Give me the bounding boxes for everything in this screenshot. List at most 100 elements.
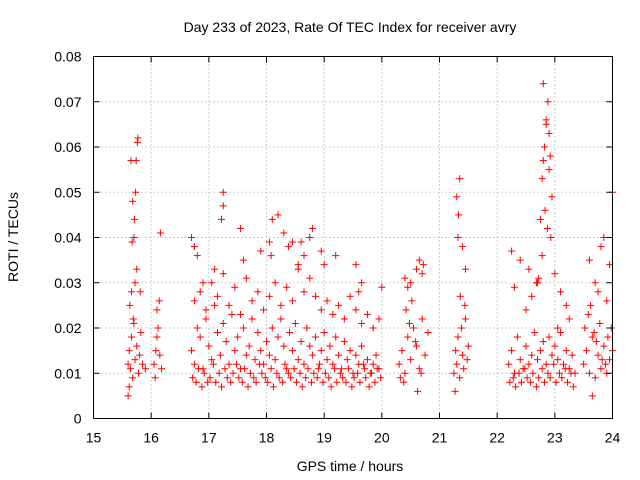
data-point — [274, 211, 282, 219]
data-point — [326, 342, 334, 350]
data-point — [188, 234, 196, 241]
data-point — [455, 211, 463, 219]
data-point — [294, 356, 302, 364]
data-point — [551, 342, 559, 350]
data-point — [597, 243, 605, 251]
data-point — [350, 374, 358, 382]
data-point — [155, 297, 163, 305]
data-point — [129, 197, 137, 205]
data-point — [242, 351, 250, 359]
data-point — [279, 378, 287, 386]
data-point — [244, 383, 252, 391]
data-point — [280, 229, 288, 237]
data-point — [200, 369, 208, 377]
data-point — [542, 116, 550, 124]
data-point — [461, 265, 469, 273]
data-point — [531, 329, 539, 337]
data-point — [600, 234, 608, 241]
data-point — [358, 342, 366, 350]
data-point — [516, 356, 524, 364]
data-point — [581, 324, 589, 332]
data-point — [591, 374, 599, 382]
data-point — [152, 347, 160, 355]
data-point — [510, 283, 518, 291]
data-point — [587, 301, 595, 309]
data-point — [606, 261, 614, 269]
data-point — [539, 157, 547, 165]
data-point — [134, 134, 142, 142]
data-point — [233, 360, 241, 368]
data-point — [348, 383, 356, 391]
plot-frame — [93, 56, 613, 419]
data-point — [525, 265, 533, 273]
data-point — [421, 351, 429, 359]
data-point — [594, 351, 602, 359]
data-point — [267, 365, 275, 373]
data-point — [596, 319, 604, 327]
data-point — [218, 383, 226, 391]
x-axis-label: GPS time / hours — [297, 458, 404, 474]
data-point — [205, 342, 213, 350]
data-point — [552, 378, 560, 386]
data-point — [412, 265, 420, 273]
data-point — [225, 360, 233, 368]
data-point — [588, 333, 596, 341]
data-point — [127, 157, 135, 165]
data-point — [284, 243, 292, 251]
data-point — [313, 374, 321, 382]
data-point — [302, 374, 310, 382]
data-point — [545, 129, 553, 137]
y-axis-label: ROTI / TECUs — [5, 192, 21, 282]
data-point — [522, 342, 530, 350]
data-point — [378, 283, 386, 291]
data-point — [522, 306, 530, 314]
data-point — [265, 238, 273, 246]
data-point — [532, 383, 540, 391]
data-point — [128, 238, 136, 246]
data-point — [358, 319, 366, 327]
data-point — [339, 374, 347, 382]
data-point — [257, 347, 265, 355]
data-point — [317, 306, 325, 314]
data-point — [296, 369, 304, 377]
x-tick-labels: 15 16 17 18 19 20 21 22 23 24 — [86, 430, 621, 446]
data-point — [320, 329, 328, 337]
data-point — [603, 297, 611, 305]
data-point — [517, 378, 525, 386]
data-point — [269, 383, 277, 391]
data-point — [543, 224, 551, 232]
data-point — [283, 283, 291, 291]
data-point — [464, 342, 472, 350]
data-point — [126, 301, 134, 309]
data-point — [309, 224, 317, 232]
data-point — [213, 329, 221, 337]
data-point — [267, 252, 275, 260]
data-point — [546, 374, 554, 382]
data-point — [352, 306, 360, 314]
data-point — [332, 333, 340, 341]
data-point — [133, 342, 141, 350]
data-point — [513, 333, 521, 341]
data-point — [124, 392, 132, 400]
data-point — [219, 319, 227, 327]
data-point — [137, 329, 145, 337]
data-point — [346, 347, 354, 355]
data-point — [508, 347, 516, 355]
data-point — [525, 360, 533, 368]
data-point — [153, 333, 161, 341]
data-point — [275, 374, 283, 382]
data-point — [452, 347, 460, 355]
data-point — [584, 310, 592, 318]
data-point — [555, 369, 563, 377]
data-point — [539, 80, 547, 88]
data-point — [188, 347, 196, 355]
data-point — [450, 369, 458, 377]
data-point — [190, 360, 198, 368]
data-point — [190, 243, 198, 251]
data-point — [395, 360, 403, 368]
data-point — [418, 270, 426, 278]
data-point — [600, 342, 608, 350]
x-tick-label: 20 — [374, 430, 390, 446]
data-point — [332, 252, 340, 260]
